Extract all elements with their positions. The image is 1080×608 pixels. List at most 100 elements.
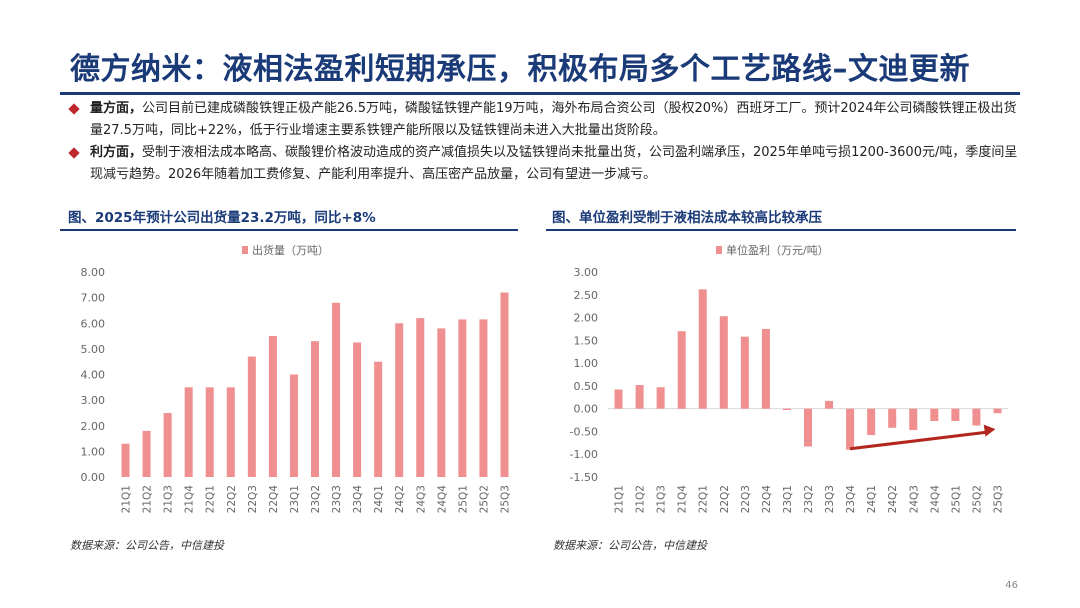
bar-22Q2 (226, 387, 235, 477)
bullet-volume: 量方面，公司目前已建成磷酸铁锂正极产能26.5万吨，磷酸锰铁锂产能19万吨，海外… (68, 98, 1018, 142)
shipment-bar-chart: 出货量（万吨） 0.00 1.00 2.00 3.00 4.00 5.00 6.00 7.00 8… (81, 243, 512, 514)
x-tick-label: 23Q2 (310, 485, 322, 513)
legend: 出货量（万吨） (242, 243, 329, 257)
bullet-profit: 利方面，受制于液相法成本略高、碳酸锂价格波动造成的资产减值损失以及锰铁锂尚未批量… (68, 142, 1018, 186)
unit-profit-bar-chart: 单位盈利（万元/吨） -1.50 -1.00 -0.50 0.00 0.50 1.00 1.5… (570, 243, 1008, 514)
y-tick-label: 2.00 (81, 420, 106, 433)
bar-22Q3 (247, 356, 256, 477)
x-tick-label: 24Q3 (908, 485, 920, 513)
left-chart-source: 数据来源：公司公告，中信建投 (70, 539, 224, 552)
x-tick-label: 24Q3 (415, 485, 427, 513)
bar-25Q3 (993, 408, 1002, 414)
bar-23Q1 (782, 408, 791, 411)
bar-21Q2 (142, 430, 151, 477)
x-tick-label: 24Q2 (887, 485, 899, 513)
bullet-text: 受制于液相法成本略高、碳酸锂价格波动造成的资产减值损失以及锰铁锂尚未批量出货，公… (90, 145, 1018, 182)
y-tick-label: 1.00 (81, 445, 106, 458)
y-tick-label: 3.00 (574, 266, 599, 279)
x-tick-label: 23Q3 (824, 485, 836, 513)
x-tick-label: 21Q2 (142, 485, 154, 513)
bar-25Q1 (951, 408, 960, 421)
y-tick-label: 7.00 (81, 292, 106, 305)
x-tick-label: 23Q4 (352, 485, 364, 514)
bar-21Q3 (163, 412, 172, 477)
y-tick-label: 2.00 (574, 312, 599, 325)
x-tick-label: 22Q4 (268, 485, 280, 514)
bar-22Q4 (268, 336, 277, 477)
page-number: 46 (1005, 580, 1018, 591)
x-tick-label: 21Q1 (121, 485, 133, 513)
bar-22Q1 (205, 387, 214, 477)
bar-25Q2 (972, 408, 981, 426)
x-tick-label: 24Q2 (394, 485, 406, 513)
legend-label: 单位盈利（万元/吨） (726, 243, 829, 257)
bar-25Q3 (500, 292, 509, 477)
y-tick-label: 3.00 (81, 394, 106, 407)
bar-24Q1 (867, 408, 876, 436)
x-tick-label: 23Q3 (331, 485, 343, 513)
y-tick-label: 5.00 (81, 343, 106, 356)
bar-23Q1 (289, 374, 298, 477)
legend-swatch (242, 246, 248, 254)
bullet-lead: 利方面， (90, 145, 143, 160)
bar-24Q2 (395, 323, 404, 477)
y-tick-label: 0.00 (81, 471, 106, 484)
x-tick-label: 22Q4 (761, 485, 773, 514)
bar-24Q4 (930, 408, 939, 421)
x-tick-label: 21Q2 (635, 485, 647, 513)
bar-24Q1 (374, 361, 383, 477)
x-tick-label: 23Q4 (845, 485, 857, 514)
x-tick-label: 22Q1 (205, 485, 217, 513)
y-tick-label: 0.00 (574, 403, 599, 416)
legend-label: 出货量（万吨） (252, 243, 329, 257)
y-tick-label: 4.00 (81, 369, 106, 382)
trend-arrow-icon (849, 424, 996, 451)
x-tick-label: 22Q3 (247, 485, 259, 513)
x-tick-label: 22Q1 (698, 485, 710, 513)
bar-21Q4 (677, 331, 686, 409)
diamond-bullet-icon (68, 147, 80, 159)
x-tick-label: 21Q1 (614, 485, 626, 513)
bar-24Q3 (416, 318, 425, 477)
bar-23Q2 (804, 408, 812, 447)
x-tick-label: 25Q1 (457, 485, 469, 513)
y-tick-label: -1.50 (570, 471, 598, 484)
bar-22Q1 (698, 289, 707, 409)
x-tick-label: 23Q1 (289, 485, 301, 513)
bar-21Q4 (184, 387, 193, 477)
diamond-bullet-icon (68, 103, 80, 115)
bar-23Q4 (353, 342, 362, 477)
bar-23Q4 (846, 408, 855, 450)
right-chart-source: 数据来源：公司公告，中信建投 (553, 539, 707, 552)
x-tick-label: 23Q2 (803, 485, 815, 513)
x-tick-label: 24Q1 (866, 485, 878, 513)
bar-22Q3 (740, 336, 749, 409)
y-tick-label: -0.50 (570, 425, 598, 438)
bar-25Q1 (458, 319, 467, 477)
x-tick-label: 21Q4 (677, 485, 689, 514)
bar-21Q1 (121, 443, 130, 477)
bar-24Q2 (888, 408, 897, 428)
legend-swatch (716, 246, 722, 254)
bar-23Q3 (825, 400, 834, 409)
y-tick-label: 2.50 (574, 289, 599, 302)
x-tick-label: 21Q3 (163, 485, 175, 513)
x-tick-label: 25Q2 (971, 485, 983, 513)
y-tick-label: 1.50 (574, 334, 599, 347)
x-tick-label: 24Q4 (436, 485, 448, 514)
bar-21Q3 (656, 387, 665, 409)
x-tick-label: 23Q1 (782, 485, 794, 513)
bullet-list: 量方面，公司目前已建成磷酸铁锂正极产能26.5万吨，磷酸锰铁锂产能19万吨，海外… (68, 98, 1018, 186)
y-tick-label: 6.00 (81, 317, 106, 330)
bullet-lead: 量方面， (90, 101, 143, 116)
bullet-text: 公司目前已建成磷酸铁锂正极产能26.5万吨，磷酸锰铁锂产能19万吨，海外布局合资… (90, 101, 1017, 138)
right-chart-title: 图、单位盈利受制于液相法成本较高比较承压 (552, 210, 822, 226)
right-chart-rule (546, 229, 1016, 231)
bar-22Q2 (719, 316, 728, 409)
y-tick-label: 8.00 (81, 266, 106, 279)
left-chart-title: 图、2025年预计公司出货量23.2万吨，同比+8% (68, 210, 376, 226)
title-underline (60, 92, 1020, 95)
left-chart-rule (60, 229, 518, 231)
x-tick-label: 25Q1 (950, 485, 962, 513)
bar-24Q4 (437, 328, 446, 477)
